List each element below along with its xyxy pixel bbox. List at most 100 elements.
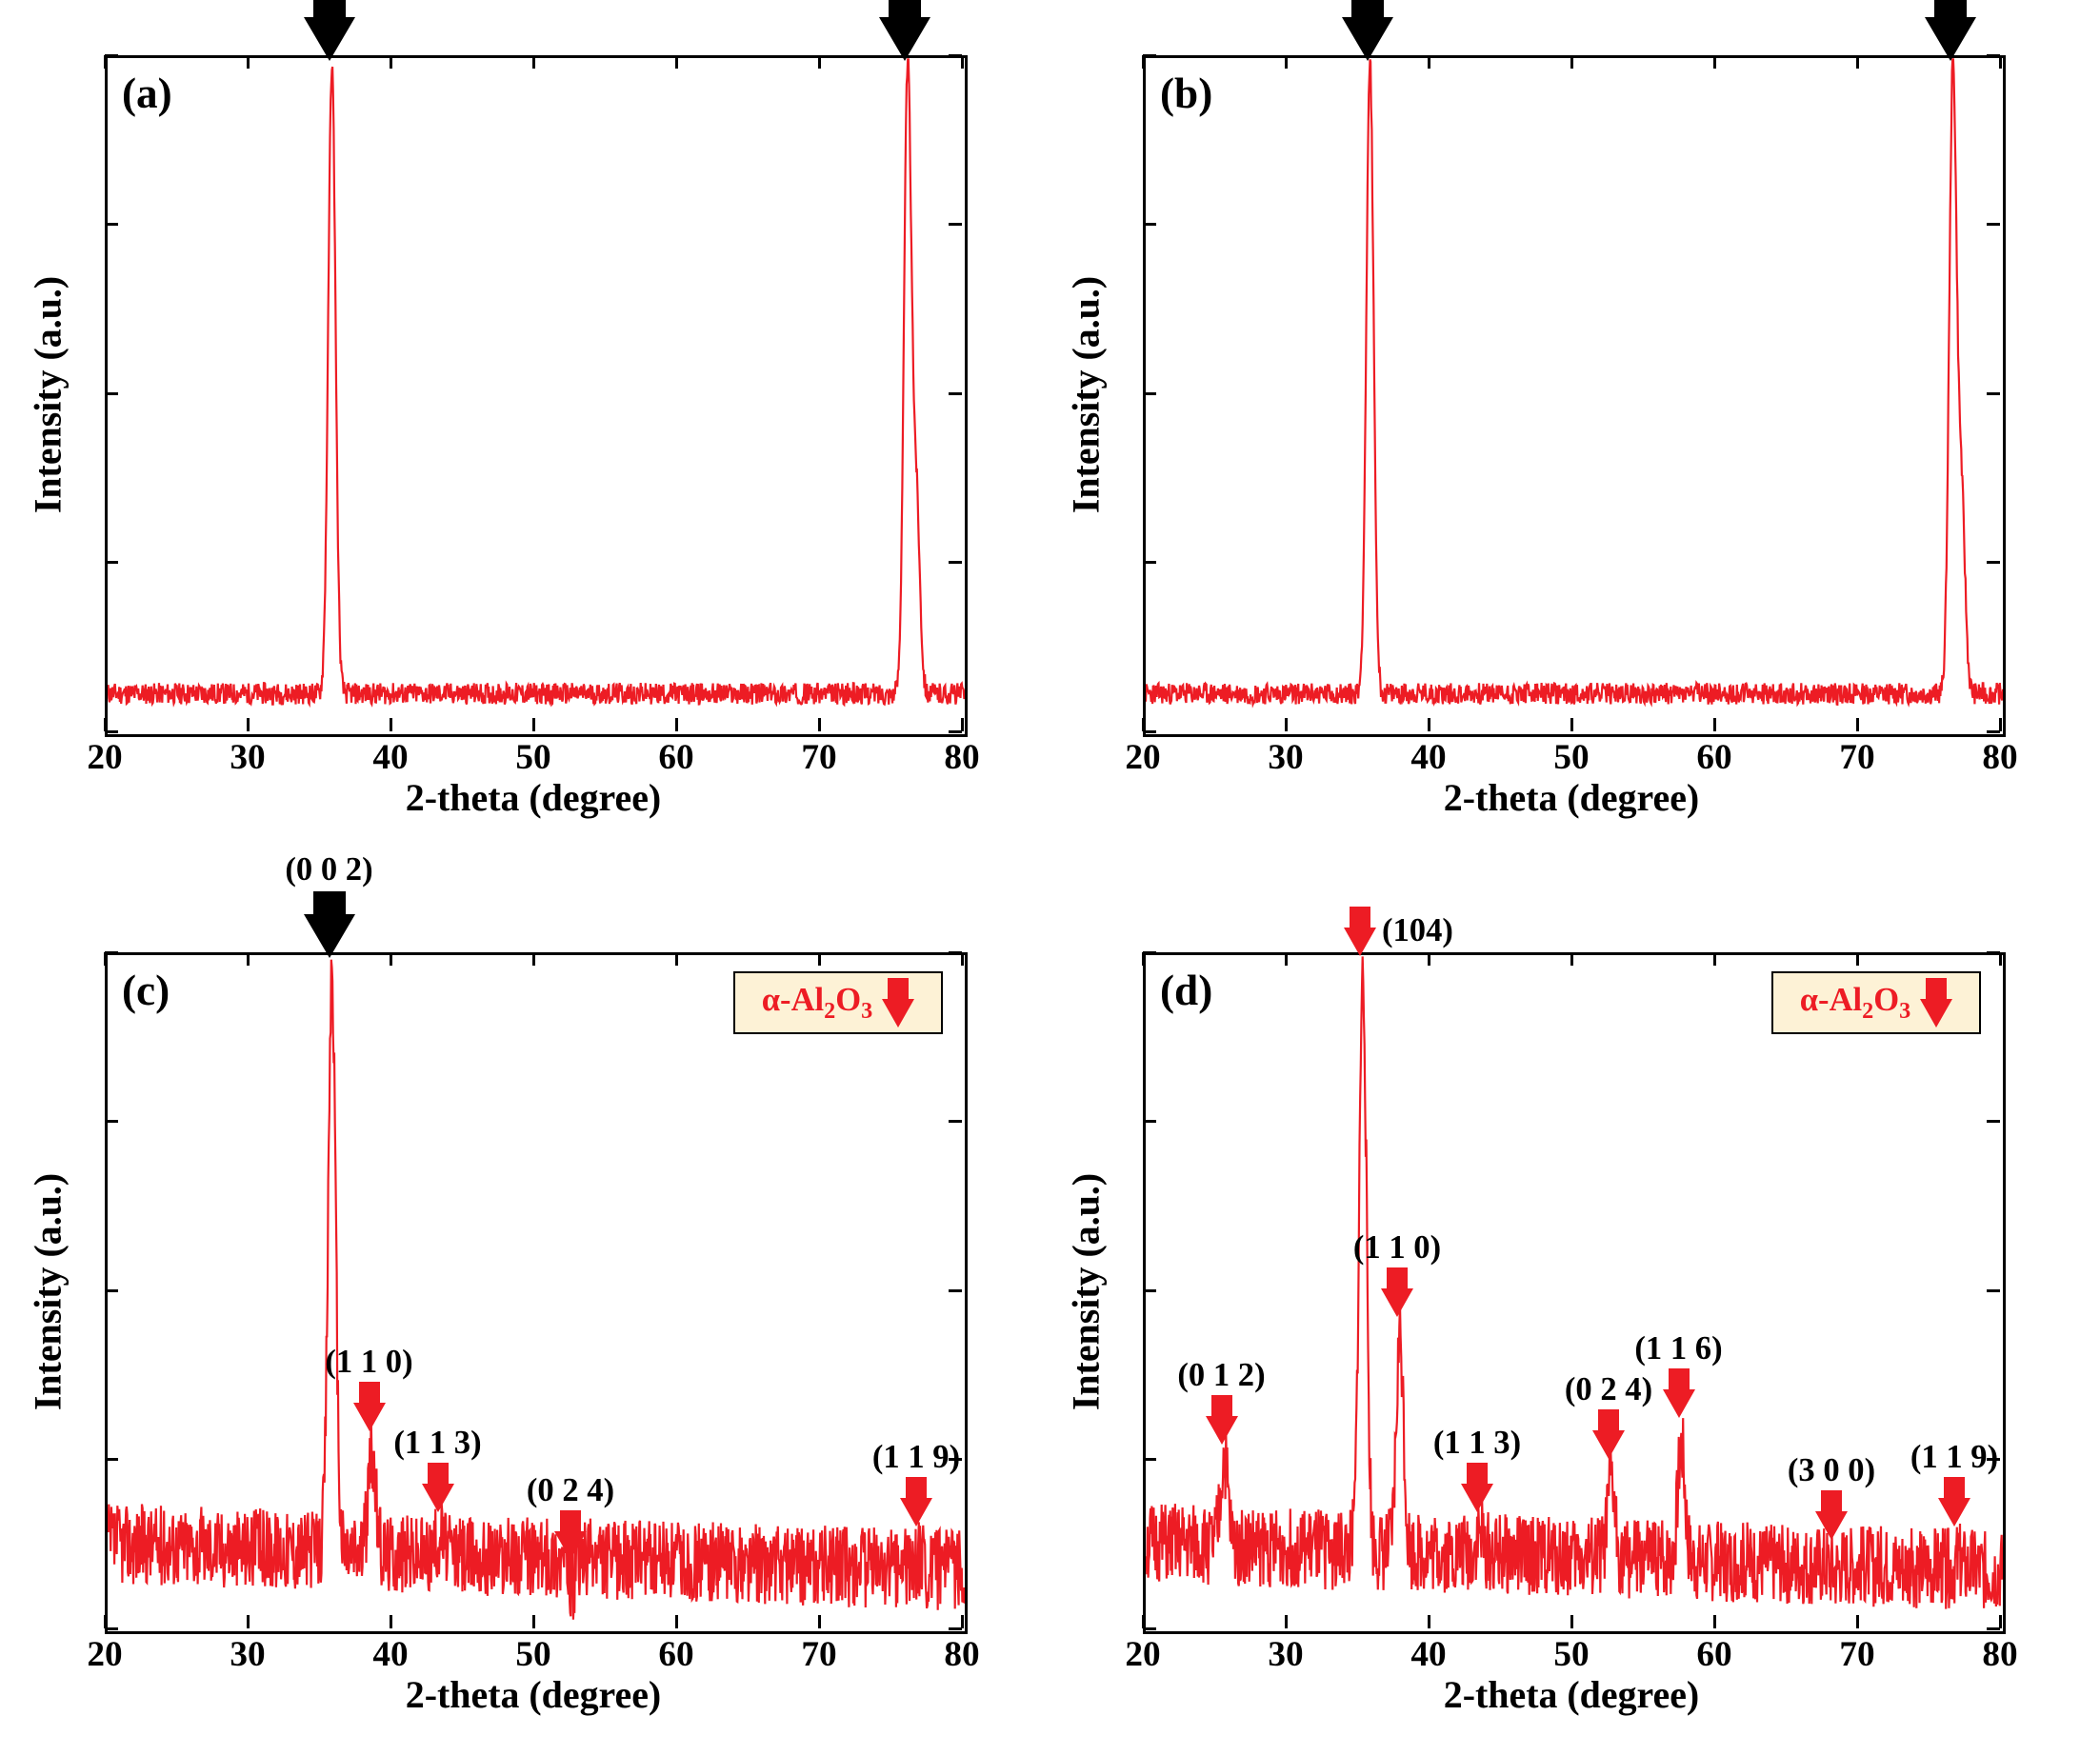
xtick-label: 50 <box>505 1634 562 1675</box>
xtick-top <box>1999 55 2002 69</box>
xtick <box>532 718 535 731</box>
black-arrow-icon <box>304 0 355 61</box>
xtick-label: 70 <box>790 1634 848 1675</box>
ytick-right <box>1987 561 2000 564</box>
xtick-label: 50 <box>1543 1634 1600 1675</box>
xtick-top <box>1999 952 2002 966</box>
peak-label: (104) <box>1382 912 1453 949</box>
legend-text: α-Al2O3 <box>762 982 873 1025</box>
ytick-left <box>105 223 118 226</box>
legend-box: α-Al2O3 <box>733 971 943 1034</box>
ytick-left <box>1143 392 1156 395</box>
black-arrow-icon <box>879 0 930 61</box>
xtick-label: 60 <box>648 1634 705 1675</box>
peak-label: (1 1 6) <box>1612 1330 1746 1367</box>
xtick-top <box>675 55 678 69</box>
xtick-label: 70 <box>1829 1634 1886 1675</box>
xtick-label: 80 <box>933 737 990 778</box>
peak-label: (1 1 0) <box>1330 1229 1464 1267</box>
xtick <box>1285 1615 1288 1628</box>
ytick-left <box>105 730 118 733</box>
peak-label: (0 1 2) <box>1155 1357 1289 1394</box>
ytick-right <box>1987 223 2000 226</box>
xtick-top <box>104 952 107 966</box>
ytick-right <box>1987 1289 2000 1292</box>
peak-label: (3 0 0) <box>1765 1452 1898 1489</box>
xtick-top <box>532 55 535 69</box>
xtick-label: 70 <box>790 737 848 778</box>
xtick-label: 40 <box>362 1634 419 1675</box>
ytick-right <box>949 561 962 564</box>
xtick-label: 80 <box>933 1634 990 1675</box>
xtick-label: 80 <box>1971 1634 2029 1675</box>
xtick <box>247 1615 250 1628</box>
peak-label: (1 1 9) <box>850 1439 983 1476</box>
peak-label: (0 0 2) <box>263 851 396 888</box>
black-arrow-icon <box>1342 0 1393 61</box>
xtick <box>1713 1615 1716 1628</box>
red-arrow-icon <box>1938 1477 1970 1527</box>
plot-area-b <box>1143 55 2006 737</box>
xtick <box>390 1615 392 1628</box>
xtick-top <box>1428 55 1430 69</box>
xtick-top <box>1570 952 1573 966</box>
xtick <box>818 1615 821 1628</box>
ytick-left <box>1143 561 1156 564</box>
xtick-top <box>961 55 964 69</box>
xtick-label: 60 <box>1686 737 1743 778</box>
ytick-right <box>1987 1627 2000 1630</box>
xtick-top <box>247 55 250 69</box>
red-arrow-icon <box>1592 1409 1625 1459</box>
xtick-label: 50 <box>1543 737 1600 778</box>
xtick-label: 80 <box>1971 737 2029 778</box>
xtick-top <box>1713 952 1716 966</box>
ytick-left <box>105 1627 118 1630</box>
xtick-top <box>1428 952 1430 966</box>
xtick-top <box>675 952 678 966</box>
ytick-right <box>1987 951 2000 954</box>
ytick-right <box>949 223 962 226</box>
peak-label: (1 1 3) <box>1410 1425 1544 1462</box>
peak-label: (1 1 3) <box>371 1425 505 1462</box>
red-arrow-icon <box>1815 1490 1848 1540</box>
xtick <box>1856 1615 1859 1628</box>
xtick <box>1428 718 1430 731</box>
x-axis-label: 2-theta (degree) <box>105 775 962 820</box>
xtick-top <box>1856 952 1859 966</box>
ytick-right <box>1987 1120 2000 1123</box>
xtick-top <box>961 952 964 966</box>
xtick <box>1570 718 1573 731</box>
xtick-label: 30 <box>219 1634 276 1675</box>
peak-label: (0 2 4) <box>1542 1371 1675 1408</box>
legend-box: α-Al2O3 <box>1771 971 1981 1034</box>
xtick <box>675 1615 678 1628</box>
red-arrow-icon <box>422 1463 454 1512</box>
xtick-top <box>247 952 250 966</box>
xtick-label: 40 <box>1400 737 1457 778</box>
ytick-left <box>105 951 118 954</box>
panel-letter-d: (d) <box>1160 966 1212 1015</box>
ytick-right <box>949 1120 962 1123</box>
ytick-left <box>105 1120 118 1123</box>
xtick <box>1570 1615 1573 1628</box>
ytick-left <box>1143 1458 1156 1461</box>
xtick-label: 40 <box>1400 1634 1457 1675</box>
xtick-label: 20 <box>76 1634 133 1675</box>
xtick-top <box>1713 55 1716 69</box>
xtick-label: 60 <box>1686 1634 1743 1675</box>
ytick-left <box>105 1289 118 1292</box>
ytick-left <box>1143 730 1156 733</box>
xtick-label: 20 <box>1114 737 1171 778</box>
ytick-right <box>949 54 962 57</box>
xtick-top <box>1142 55 1145 69</box>
panel-letter-a: (a) <box>122 69 172 118</box>
ytick-right <box>1987 54 2000 57</box>
xtick-top <box>1142 952 1145 966</box>
xtick-top <box>1856 55 1859 69</box>
peak-label: (0 2 4) <box>504 1472 637 1509</box>
xtick <box>818 718 821 731</box>
black-arrow-icon <box>304 891 355 958</box>
red-arrow-icon <box>1381 1267 1413 1317</box>
red-arrow-icon <box>1344 907 1376 956</box>
ytick-right <box>1987 730 2000 733</box>
